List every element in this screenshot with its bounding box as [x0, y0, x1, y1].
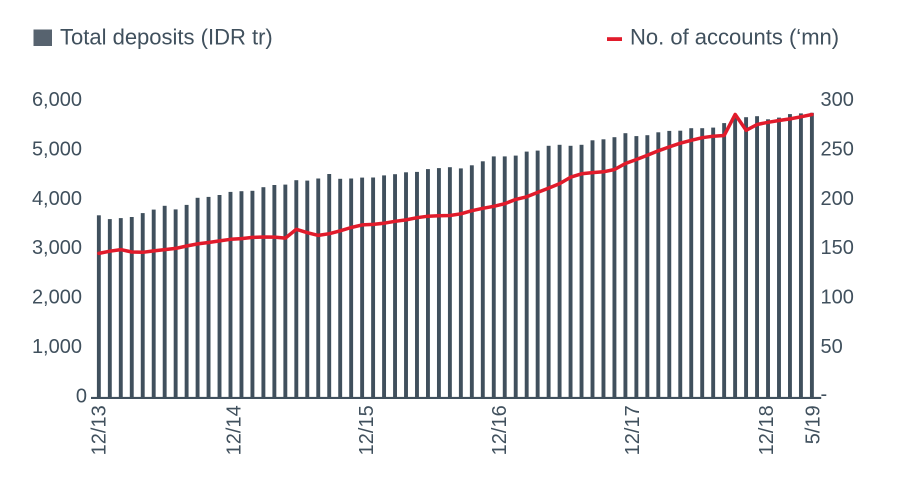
svg-text:12/15: 12/15 [356, 405, 378, 455]
svg-text:12/14: 12/14 [224, 405, 246, 455]
svg-text:50: 50 [821, 336, 843, 358]
svg-text:12/13: 12/13 [89, 405, 111, 455]
svg-text:No. of accounts (‘mn): No. of accounts (‘mn) [630, 25, 839, 50]
svg-text:250: 250 [821, 138, 854, 160]
svg-text:100: 100 [821, 287, 854, 309]
svg-text:5/19: 5/19 [802, 405, 824, 444]
svg-text:6,000: 6,000 [32, 89, 82, 111]
svg-text:12/17: 12/17 [622, 405, 644, 455]
svg-text:300: 300 [821, 89, 854, 111]
svg-text:0: 0 [76, 386, 87, 408]
svg-text:12/18: 12/18 [756, 405, 778, 455]
svg-text:150: 150 [821, 237, 854, 259]
svg-text:-: - [821, 383, 828, 405]
svg-text:Total deposits (IDR tr): Total deposits (IDR tr) [60, 25, 273, 50]
svg-text:2,000: 2,000 [32, 287, 82, 309]
svg-text:5,000: 5,000 [32, 138, 82, 160]
svg-text:12/16: 12/16 [489, 405, 511, 455]
svg-text:1,000: 1,000 [32, 336, 82, 358]
svg-text:4,000: 4,000 [32, 188, 82, 210]
svg-text:200: 200 [821, 188, 854, 210]
svg-text:3,000: 3,000 [32, 237, 82, 259]
